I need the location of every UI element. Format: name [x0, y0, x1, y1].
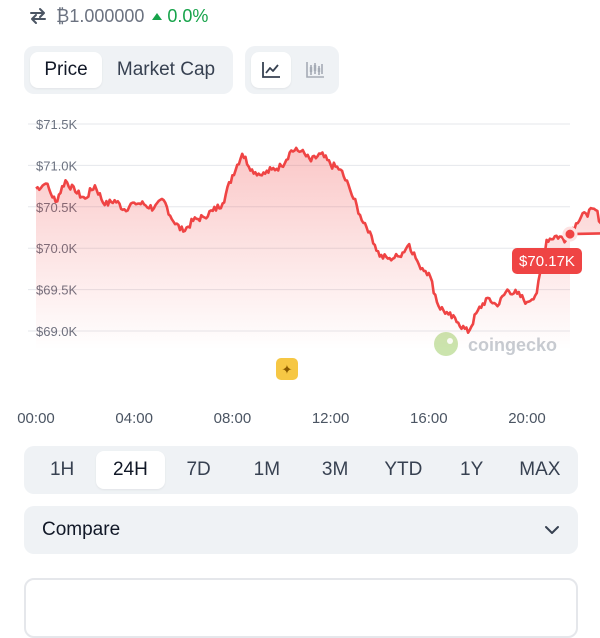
price-line	[35, 146, 600, 334]
price-change-value: 0.0%	[167, 5, 209, 26]
star-badge-icon[interactable]: ✦	[276, 358, 298, 380]
range-3m[interactable]: 3M	[321, 459, 349, 480]
conversion-row: ₿1.000000 0.0%	[28, 4, 208, 28]
price-change: 0.0%	[152, 6, 208, 27]
current-price-label: $70.17K	[519, 253, 575, 270]
range-1h[interactable]: 1H	[49, 459, 75, 480]
caret-up-icon	[152, 12, 163, 20]
swap-arrows-icon[interactable]	[28, 6, 48, 26]
stats-card	[24, 578, 578, 638]
time-range-tabs: 1H 24H 7D 1M 3M YTD 1Y MAX	[24, 446, 578, 494]
range-7d[interactable]: 7D	[186, 459, 211, 480]
current-price-dot	[562, 226, 578, 242]
chevron-down-icon	[544, 519, 560, 541]
x-tick-label: 00:00	[17, 410, 55, 427]
chart-type-toggle	[245, 46, 339, 94]
x-tick-label: 12:00	[312, 410, 350, 427]
price-area	[36, 147, 600, 350]
compare-label: Compare	[42, 519, 121, 540]
y-tick-label: $71.5K	[36, 117, 78, 132]
current-price-tag: $70.17K	[512, 248, 582, 274]
tab-price[interactable]: Price	[30, 52, 102, 88]
range-1y[interactable]: 1Y	[460, 459, 484, 480]
range-max[interactable]: MAX	[519, 459, 561, 480]
x-tick-label: 20:00	[508, 410, 546, 427]
price-chart: $69.0K$69.5K$70.0K$70.5K$71.0K$71.5K 00:…	[17, 117, 600, 427]
range-24h[interactable]: 24H	[96, 451, 165, 489]
candlestick-chart-icon[interactable]	[295, 52, 335, 88]
svg-text:✦: ✦	[282, 362, 293, 377]
y-tick-label: $71.0K	[36, 158, 78, 173]
x-tick-label: 16:00	[410, 410, 448, 427]
compare-dropdown[interactable]: Compare	[24, 506, 578, 554]
metric-tabs: Price Market Cap	[24, 46, 233, 94]
x-tick-label: 04:00	[115, 410, 153, 427]
range-1m[interactable]: 1M	[253, 459, 281, 480]
tab-market-cap[interactable]: Market Cap	[116, 59, 216, 80]
line-chart-icon[interactable]	[251, 52, 291, 88]
range-ytd[interactable]: YTD	[384, 459, 423, 480]
x-tick-label: 08:00	[214, 410, 252, 427]
btc-rate: ₿1.000000	[56, 5, 145, 26]
